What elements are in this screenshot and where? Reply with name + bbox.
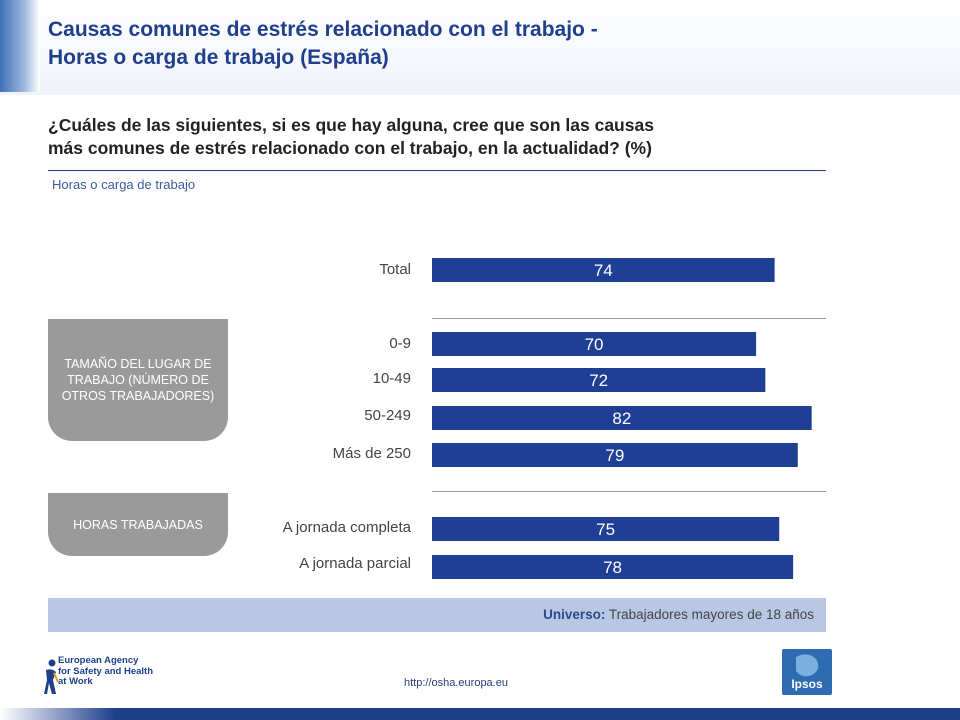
universe-label: Universo: xyxy=(543,607,606,622)
group-badge-size: TAMAÑO DEL LUGAR DE TRABAJO (NÚMERO DE O… xyxy=(48,319,228,441)
universe-value: Trabajadores mayores de 18 años xyxy=(605,607,814,622)
category-label-10-49: 10-49 xyxy=(372,370,411,387)
group-badge-hours: HORAS TRABAJADAS xyxy=(48,493,228,556)
bar-value-label-a-jornada-parcial: 78 xyxy=(603,558,622,577)
category-label-jornada-completa: A jornada completa xyxy=(282,519,411,536)
group-badge-hours-label: HORAS TRABAJADAS xyxy=(73,517,203,532)
title-line-2: Horas o carga de trabajo (España) xyxy=(48,46,389,69)
bar-value-label-a-jornada-completa: 75 xyxy=(596,520,615,539)
osha-figure-icon xyxy=(44,659,58,694)
header-background xyxy=(0,0,960,95)
bar-value-label-50-249: 82 xyxy=(612,409,631,428)
footer-url[interactable]: http://osha.europa.eu xyxy=(404,677,508,689)
category-label-mas-de-250: Más de 250 xyxy=(332,445,411,462)
bar-value-label-0-9: 70 xyxy=(585,335,604,354)
ipsos-mark-icon xyxy=(796,654,819,677)
question-line-2: más comunes de estrés relacionado con el… xyxy=(48,138,652,158)
page-title: Causas comunes de estrés relacionado con… xyxy=(48,16,928,72)
osha-logo-line-3: at Work xyxy=(58,676,93,687)
bar-m-s-de-250 xyxy=(432,443,798,467)
bar-a-jornada-parcial xyxy=(432,555,794,579)
bar-value-label-total: 74 xyxy=(594,261,613,280)
chart-subtitle: Horas o carga de trabajo xyxy=(52,177,196,192)
ipsos-logo-text: Ipsos xyxy=(791,677,823,691)
osha-logo: European Agency for Safety and Health at… xyxy=(44,655,154,702)
category-label-0-9: 0-9 xyxy=(389,335,411,352)
title-line-1: Causas comunes de estrés relacionado con… xyxy=(48,18,598,41)
osha-logo-line-1: European Agency xyxy=(58,655,139,666)
universe-note: Universo: Trabajadores mayores de 18 año… xyxy=(543,607,814,622)
header-accent xyxy=(0,0,40,92)
category-label-50-249: 50-249 xyxy=(364,407,411,424)
category-label-total: Total xyxy=(379,261,411,278)
bar-value-label-m-s-de-250: 79 xyxy=(605,446,624,465)
ipsos-logo: Ipsos xyxy=(782,649,832,695)
bar-value-label-10-49: 72 xyxy=(589,371,608,390)
bar-total xyxy=(432,258,775,282)
universe-box: Universo: Trabajadores mayores de 18 año… xyxy=(48,598,826,632)
bar-50-249 xyxy=(432,406,812,430)
bar-a-jornada-completa xyxy=(432,517,780,541)
header-divider xyxy=(48,170,826,171)
osha-logo-line-2: for Safety and Health xyxy=(58,665,154,677)
group-divider-2 xyxy=(432,491,826,492)
survey-question: ¿Cuáles de las siguientes, si es que hay… xyxy=(48,114,838,160)
group-divider-1 xyxy=(432,318,826,319)
bar-0-9 xyxy=(432,332,757,356)
group-badge-size-label: TAMAÑO DEL LUGAR DE TRABAJO (NÚMERO DE O… xyxy=(61,357,215,403)
osha-logo-text: European Agency for Safety and Health at… xyxy=(58,655,154,688)
question-line-1: ¿Cuáles de las siguientes, si es que hay… xyxy=(48,115,654,135)
bar-10-49 xyxy=(432,368,766,392)
category-label-jornada-parcial: A jornada parcial xyxy=(299,555,411,572)
bottom-bar xyxy=(0,708,960,720)
